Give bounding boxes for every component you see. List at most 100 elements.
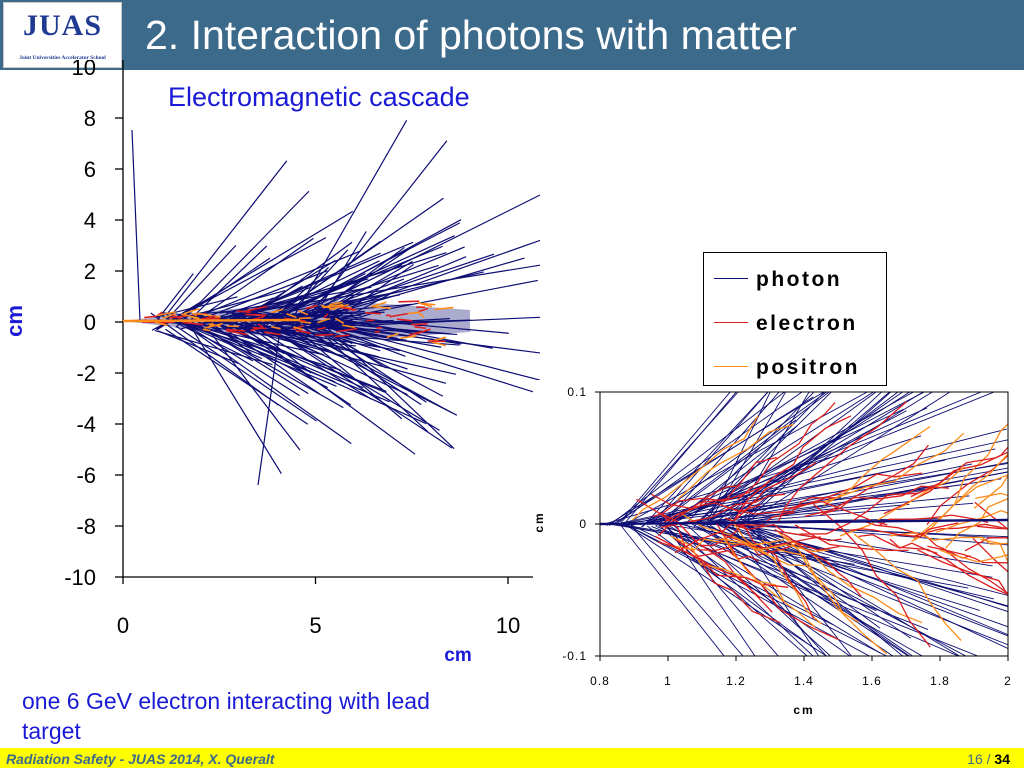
shower-plot: 8 6 4 2 0 -2 -4 -6 -8 -10 10 0 5 10 cm cm <box>2 60 540 666</box>
inset-electron-track <box>776 400 908 524</box>
positron-track <box>202 328 211 332</box>
footer-credit: Radiation Safety - JUAS 2014, X. Queralt <box>6 751 275 767</box>
positron-track <box>430 340 447 347</box>
inset-positron-track <box>944 497 1008 549</box>
positron-track <box>286 313 297 319</box>
inset-photon-track <box>667 392 875 524</box>
header-bar: JUAS Joint Universities Accelerator Scho… <box>0 0 1024 70</box>
photon-track <box>294 120 408 316</box>
electron-track <box>398 300 420 303</box>
inset-positron-track <box>911 453 1008 542</box>
inset-photon-track <box>745 524 1008 608</box>
electron-track <box>257 323 264 328</box>
electron-track <box>226 328 245 332</box>
inset-x-tick-label: 2 <box>1004 674 1012 688</box>
positron-track <box>298 316 311 320</box>
inset-y-axis-label: cm <box>533 511 546 532</box>
inset-photon-track <box>723 524 1008 607</box>
photon-track <box>185 324 263 360</box>
electron-track <box>226 329 248 336</box>
inset-x-tick-label: 1.6 <box>862 674 882 688</box>
inset-tracks <box>600 392 1008 656</box>
inset-x-tick-label: 0.8 <box>590 674 610 688</box>
inset-photon-track <box>619 392 731 522</box>
legend-swatch-photon <box>714 278 748 279</box>
inset-positron-track <box>723 537 816 628</box>
inset-electron-track <box>636 498 761 599</box>
inset-core-track <box>600 518 1008 526</box>
photon-track <box>202 322 301 451</box>
inset-positron-track <box>973 474 1008 509</box>
inset-photon-track <box>670 522 814 656</box>
inset-electron-track <box>774 528 862 597</box>
inset-y-tick-label: 0 <box>579 517 587 531</box>
x-tick-label: 0 <box>117 613 129 638</box>
inset-positron-track <box>822 432 965 503</box>
inset-photon-track <box>646 448 996 523</box>
inset-positron-track <box>677 423 794 500</box>
y-tick-label: -4 <box>76 412 96 437</box>
positron-track <box>157 311 176 317</box>
y-tick-label: 4 <box>84 208 96 233</box>
inset-photon-track <box>684 392 815 526</box>
inset-x-axis-label: cm <box>793 703 814 717</box>
inset-photon-track <box>663 525 851 656</box>
electron-track <box>182 321 204 326</box>
inset-electron-track <box>701 511 795 547</box>
inset-photon-track <box>741 521 904 656</box>
inset-photon-track <box>620 524 725 656</box>
positron-track <box>417 301 433 308</box>
inset-positron-track <box>889 532 1008 545</box>
electron-track <box>144 315 157 319</box>
inset-positron-track <box>713 538 829 553</box>
positron-track <box>345 306 352 309</box>
positron-track <box>434 306 454 311</box>
photon-track <box>176 325 317 422</box>
inset-x-tick-label: 1.8 <box>930 674 950 688</box>
inset-positron-track <box>632 415 759 521</box>
inset-photon-track <box>617 392 739 527</box>
x-tick-label: 5 <box>309 613 321 638</box>
photon-track <box>213 297 275 320</box>
positron-track <box>293 326 304 331</box>
photon-track <box>328 316 540 328</box>
inset-photon-track <box>699 392 832 522</box>
electron-track <box>202 315 216 320</box>
positron-track <box>297 309 309 316</box>
inset-electron-track <box>912 523 1008 538</box>
inset-photon-track <box>687 463 973 524</box>
legend-label-positron: positron <box>756 356 860 379</box>
inset-positron-track <box>681 513 807 567</box>
positron-track <box>407 311 421 315</box>
positron-track <box>271 325 281 330</box>
inset-photon-track <box>664 392 780 522</box>
photon-track <box>278 278 365 313</box>
inset-photon-track <box>700 467 1008 525</box>
inset-electron-track <box>655 535 781 624</box>
electron-track <box>305 304 318 310</box>
inset-electron-track <box>812 503 931 648</box>
positron-track <box>162 313 176 319</box>
photon-track <box>186 257 271 315</box>
positron-track <box>204 322 224 329</box>
inset-positron-track <box>778 531 887 655</box>
inset-photon-track <box>666 526 779 656</box>
inset-photon-track <box>727 522 993 567</box>
inset-x-tick-label: 1.2 <box>726 674 746 688</box>
inset-photon-track <box>698 410 907 523</box>
photon-track <box>308 279 538 325</box>
page-number: 16 / 34 <box>967 751 1010 767</box>
inset-photon-track <box>708 392 787 524</box>
inset-electron-track <box>735 496 838 515</box>
photon-track <box>225 259 336 330</box>
photon-track <box>309 248 409 317</box>
photon-track <box>259 264 540 311</box>
electron-track <box>292 324 304 330</box>
photon-track <box>323 310 379 330</box>
inset-electron-track <box>883 446 1008 515</box>
electron-track <box>315 333 334 337</box>
inset-positron-track <box>936 510 1008 533</box>
photon-track <box>154 329 273 366</box>
photon-track <box>314 327 444 397</box>
photon-track <box>196 237 314 321</box>
